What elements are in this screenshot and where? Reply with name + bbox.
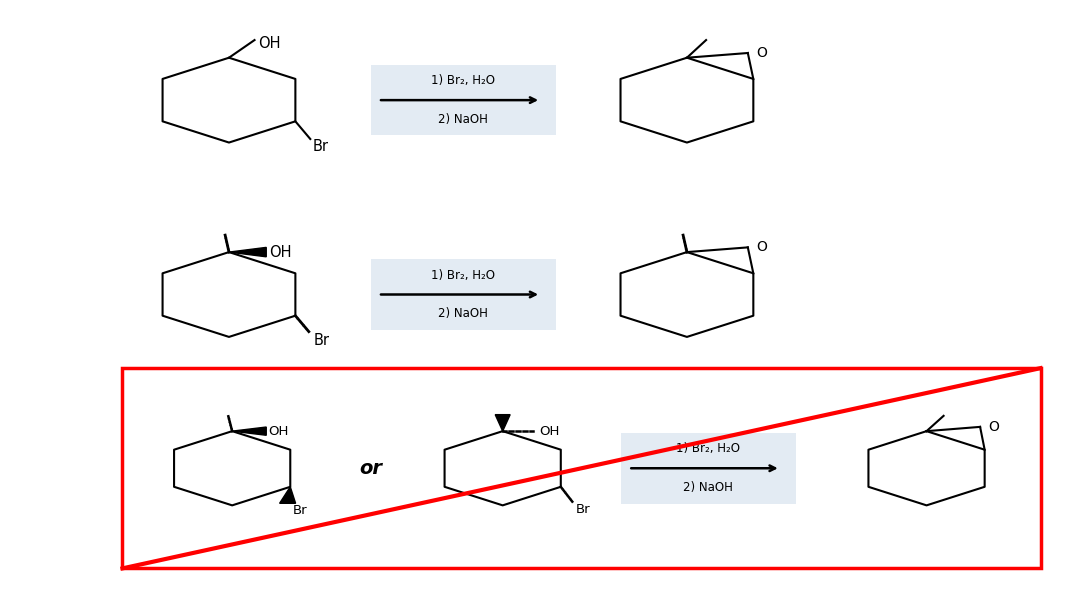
Text: Br: Br	[312, 138, 328, 154]
Text: 1) Br₂, H₂O: 1) Br₂, H₂O	[676, 442, 740, 455]
Text: O: O	[756, 240, 767, 254]
Text: OH: OH	[539, 425, 559, 438]
Text: or: or	[359, 459, 382, 478]
Text: 1) Br₂, H₂O: 1) Br₂, H₂O	[431, 74, 495, 87]
Text: 2) NaOH: 2) NaOH	[439, 307, 488, 320]
Text: Br: Br	[576, 502, 590, 516]
Bar	[122, 368, 1041, 568]
Polygon shape	[280, 487, 296, 503]
Polygon shape	[232, 427, 266, 435]
Text: OH: OH	[258, 36, 280, 51]
Text: 2) NaOH: 2) NaOH	[684, 481, 733, 494]
Text: 2) NaOH: 2) NaOH	[439, 113, 488, 126]
Polygon shape	[229, 247, 266, 257]
Text: O: O	[988, 420, 999, 434]
Text: OH: OH	[268, 425, 289, 438]
Text: O: O	[756, 46, 767, 60]
FancyBboxPatch shape	[621, 433, 796, 504]
FancyBboxPatch shape	[371, 65, 556, 135]
Polygon shape	[495, 415, 510, 431]
Text: Br: Br	[293, 504, 307, 517]
Text: OH: OH	[269, 244, 292, 260]
FancyBboxPatch shape	[371, 259, 556, 330]
Text: 1) Br₂, H₂O: 1) Br₂, H₂O	[431, 269, 495, 282]
Text: Br: Br	[313, 333, 329, 348]
